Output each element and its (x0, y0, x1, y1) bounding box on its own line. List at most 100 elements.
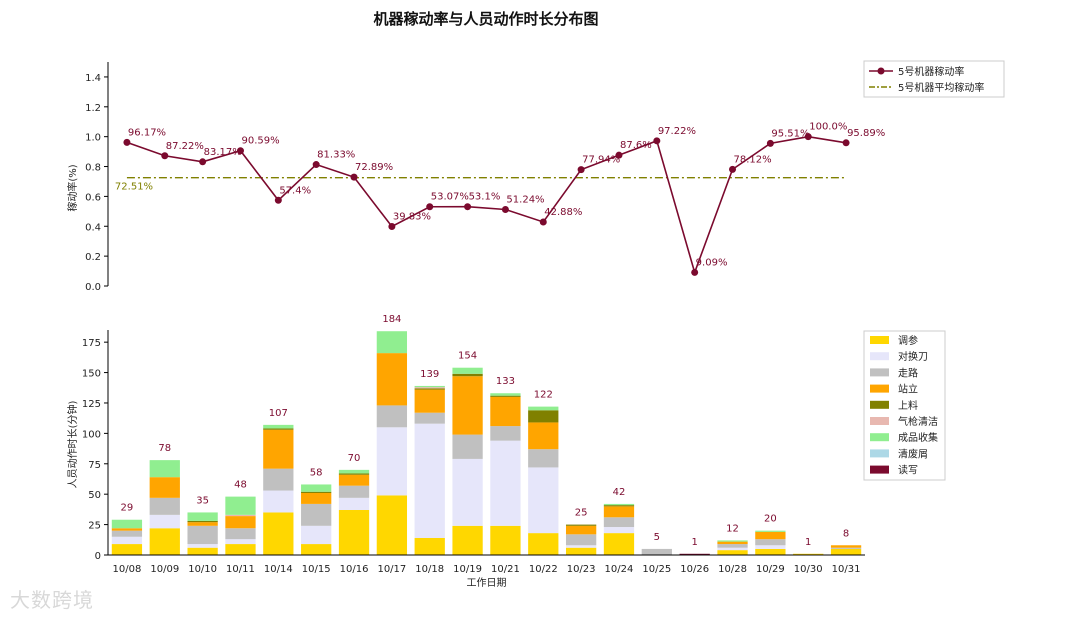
bar-total-label: 70 (348, 453, 361, 464)
bar-segment (187, 512, 218, 521)
bar-segment (490, 393, 521, 396)
x-tick-label: 10/24 (605, 564, 634, 575)
x-tick-label: 10/28 (718, 564, 747, 575)
bar-total-label: 8 (843, 528, 849, 539)
y-tick-label: 0.2 (85, 252, 101, 263)
bar-segment (301, 525, 332, 545)
x-tick-label: 10/23 (567, 564, 596, 575)
bar-segment (603, 527, 635, 534)
data-label: 90.59% (241, 136, 279, 147)
bar-segment (149, 514, 180, 529)
x-tick-label: 10/15 (302, 564, 331, 575)
bar-segment (452, 376, 483, 435)
bar-segment (414, 537, 445, 555)
bar-total-label: 5 (654, 532, 660, 543)
bar-segment (149, 477, 180, 498)
bar-total-label: 42 (613, 487, 626, 498)
bar-segment (755, 548, 786, 555)
bar-segment (452, 373, 483, 377)
x-tick-label: 10/16 (340, 564, 369, 575)
bar-segment (414, 387, 445, 389)
line-legend: 5号机器稼动率 5号机器平均稼动率 (863, 60, 1005, 98)
bar-segment (225, 544, 256, 555)
bar-segment (565, 547, 597, 555)
data-label: 97.22% (658, 126, 696, 137)
data-label: 9.09% (696, 257, 728, 268)
legend-swatch (870, 368, 889, 377)
data-point (161, 152, 169, 160)
x-tick-label: 10/26 (680, 564, 709, 575)
data-label: 87.22% (166, 141, 204, 152)
bar-segment (603, 533, 635, 555)
bar-segment (149, 528, 180, 555)
bar-total-label: 122 (534, 390, 553, 401)
bar-segment (187, 544, 218, 548)
bar-segment (225, 539, 256, 545)
x-axis-label: 工作日期 (467, 577, 507, 589)
y-tick-label: 0.0 (85, 282, 101, 293)
bar-segment (301, 484, 332, 492)
legend-swatch (870, 352, 889, 361)
bar-segment (603, 517, 635, 528)
bar-segment (490, 396, 521, 427)
bar-segment (301, 544, 332, 555)
x-tick-label: 10/22 (529, 564, 558, 575)
x-tick-label: 10/21 (491, 564, 520, 575)
data-point (539, 218, 547, 226)
y-tick-label: 100 (82, 429, 101, 440)
bar-segment (187, 522, 218, 526)
x-tick-label: 10/10 (188, 564, 217, 575)
bar-total-label: 184 (382, 314, 401, 325)
bar-segment (111, 544, 143, 555)
bar-segment (225, 496, 256, 515)
bar-segment (263, 424, 294, 429)
data-point (464, 203, 472, 211)
x-tick-label: 10/09 (150, 564, 179, 575)
bar-total-label: 78 (158, 443, 171, 454)
bar-segment (603, 505, 635, 507)
bar-segment (263, 468, 294, 491)
data-label: 95.89% (847, 128, 885, 139)
data-point (842, 139, 850, 147)
bar-segment (490, 525, 521, 555)
y-tick-label: 1.4 (85, 73, 101, 84)
legend-label: 清废屑 (898, 447, 928, 460)
bar-segment (225, 528, 256, 540)
legend-label: 5号机器稼动率 (898, 65, 964, 78)
bar-segment (414, 385, 445, 388)
bar-segment (565, 525, 597, 535)
data-label: 72.89% (355, 162, 393, 173)
bar-segment (793, 553, 824, 555)
bar-segment (717, 544, 748, 548)
data-point (653, 137, 661, 145)
data-point (804, 133, 812, 141)
data-label: 78.12% (734, 154, 772, 165)
bar-segment (641, 548, 672, 555)
legend-swatch (870, 465, 889, 474)
data-label: 53.1% (469, 192, 501, 203)
bar-total-label: 48 (234, 480, 247, 491)
series-line (126, 135, 847, 275)
bar-segment (528, 410, 559, 423)
legend-swatch (870, 433, 889, 442)
bar-segment (149, 497, 180, 515)
average-label: 72.51% (115, 182, 153, 193)
y-tick-label: 125 (82, 399, 101, 410)
bar-segment (338, 469, 370, 474)
bar-total-label: 29 (121, 503, 134, 514)
legend-label: 走路 (898, 366, 918, 379)
bar-segment (376, 495, 408, 555)
data-point (577, 166, 585, 174)
data-label: 53.07% (431, 192, 469, 203)
data-label: 100.0% (809, 122, 847, 133)
bar-segment (414, 423, 445, 538)
bar-segment (263, 490, 294, 513)
bar-segment (187, 525, 218, 545)
bar-segment (376, 353, 408, 406)
bar-segment (565, 534, 597, 546)
legend-swatch (870, 336, 889, 344)
bar-segment (603, 506, 635, 518)
bar-segment (528, 533, 559, 555)
legend-swatch (870, 400, 889, 409)
